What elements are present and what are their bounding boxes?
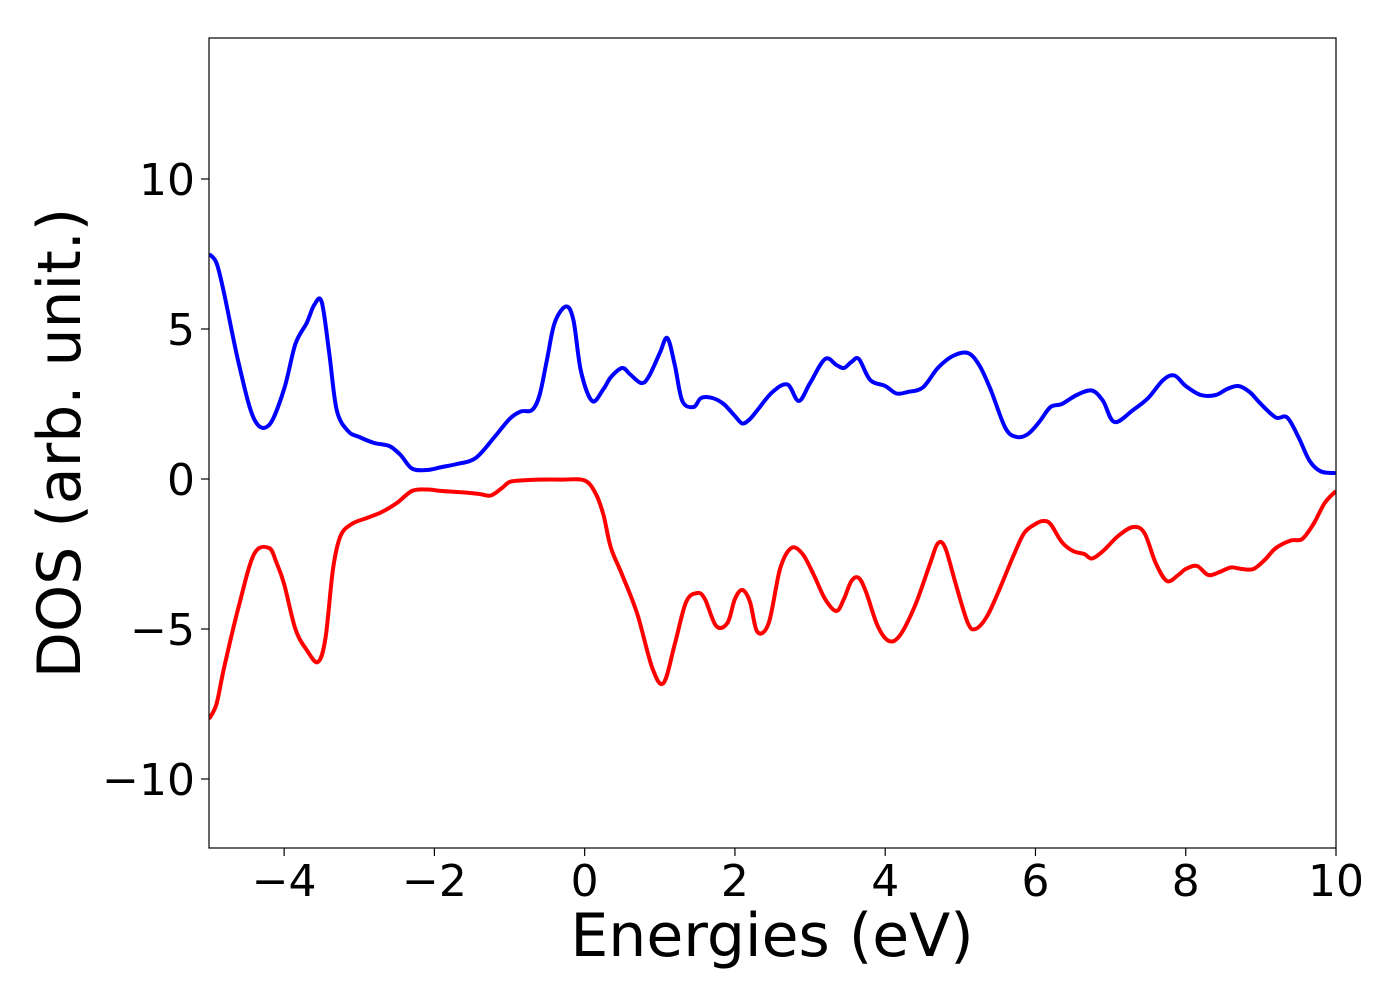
x-tick-label: 2	[721, 856, 749, 907]
y-tick-label: 0	[167, 455, 195, 506]
x-tick-label: 8	[1172, 856, 1200, 907]
plot-frame	[208, 37, 1337, 849]
y-tick-label: 5	[167, 305, 195, 356]
x-ticks: −4 −2 0 2 4 6 8 10	[252, 848, 1364, 907]
y-ticks: −10 −5 0 5 10	[102, 155, 209, 806]
x-axis-label: Energies (eV)	[570, 901, 973, 971]
y-tick-label: −5	[130, 605, 195, 656]
x-tick-label: 6	[1021, 856, 1049, 907]
series-layer	[209, 252, 1336, 721]
y-axis-label: DOS (arb. unit.)	[25, 208, 95, 678]
y-tick-label: 10	[139, 155, 195, 206]
x-tick-label: −2	[402, 856, 467, 907]
x-tick-label: 4	[871, 856, 899, 907]
series-line-spin-down	[209, 477, 1336, 721]
y-tick-label: −10	[102, 755, 195, 806]
x-tick-label: 10	[1308, 856, 1364, 907]
x-tick-label: −4	[252, 856, 317, 907]
series-line-spin-up	[209, 252, 1336, 475]
x-tick-label: 0	[571, 856, 599, 907]
